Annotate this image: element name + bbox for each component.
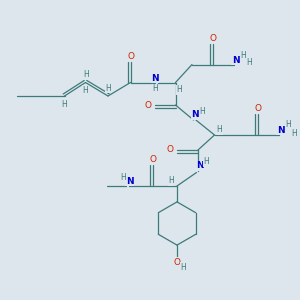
Text: H: H <box>291 129 297 138</box>
Text: H: H <box>246 58 252 67</box>
Text: H: H <box>199 106 205 116</box>
Text: H: H <box>286 120 292 129</box>
Text: H: H <box>83 70 89 79</box>
Text: N: N <box>196 161 204 170</box>
Text: O: O <box>254 104 262 113</box>
Text: N: N <box>277 126 285 135</box>
Text: H: H <box>181 263 187 272</box>
Text: H: H <box>106 84 112 93</box>
Text: O: O <box>149 155 157 164</box>
Text: H: H <box>240 51 246 60</box>
Text: N: N <box>232 56 240 65</box>
Text: H: H <box>152 84 158 93</box>
Text: O: O <box>173 258 181 267</box>
Text: O: O <box>167 146 174 154</box>
Text: H: H <box>61 100 67 109</box>
Text: H: H <box>82 86 88 95</box>
Text: N: N <box>191 110 199 119</box>
Text: H: H <box>216 125 222 134</box>
Text: N: N <box>151 74 159 83</box>
Text: H: H <box>203 158 209 166</box>
Text: H: H <box>120 172 126 182</box>
Text: O: O <box>209 34 217 43</box>
Text: O: O <box>127 52 134 61</box>
Text: O: O <box>144 100 152 109</box>
Text: N: N <box>126 177 134 186</box>
Text: H: H <box>176 85 182 94</box>
Text: H: H <box>168 176 174 185</box>
